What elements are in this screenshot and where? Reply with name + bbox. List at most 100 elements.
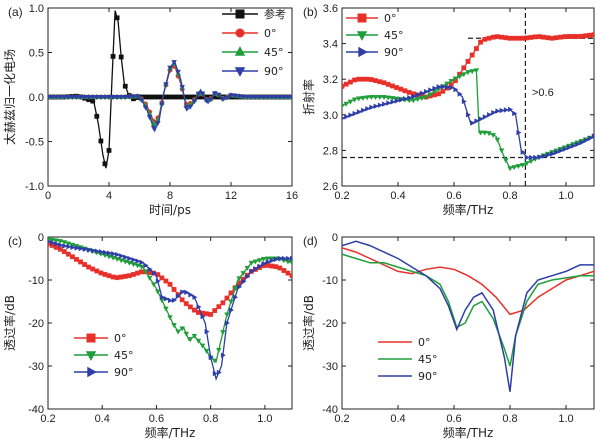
data-point <box>364 76 370 82</box>
data-point <box>110 274 116 280</box>
y-axis-label: 折射率 <box>301 79 316 115</box>
data-point <box>529 154 535 161</box>
data-point <box>81 95 88 101</box>
data-point <box>82 262 87 267</box>
x-tick-label: 0.2 <box>40 413 55 425</box>
data-point <box>179 326 185 332</box>
data-point <box>398 86 404 92</box>
series-45° <box>342 253 594 367</box>
series-0° <box>342 247 594 316</box>
data-point <box>490 133 496 139</box>
chart-panel-1: 2.6 2.8 3.0 3.2 3.4 3.6 0.2 0.4 0.6 0.8 1.0 (b) 频率/T… <box>301 3 595 217</box>
data-point <box>118 274 124 280</box>
data-point <box>428 87 434 93</box>
data-point <box>419 96 425 102</box>
data-point <box>61 240 68 246</box>
data-point <box>135 258 141 264</box>
data-point <box>155 121 161 127</box>
data-point <box>382 101 388 107</box>
data-point <box>487 112 493 118</box>
legend: 0° 45° 90° <box>378 336 438 383</box>
x-tick-label: 0.4 <box>390 413 405 425</box>
data-point <box>583 33 588 39</box>
data-point <box>237 284 243 290</box>
x-tick-label: 16 <box>286 190 298 202</box>
data-point <box>389 96 396 102</box>
x-axis-label: 时间/ps <box>149 203 191 217</box>
data-point <box>398 97 404 103</box>
data-point <box>364 95 370 101</box>
data-point <box>216 369 222 376</box>
data-point <box>187 94 193 100</box>
legend-marker <box>234 67 246 77</box>
data-point <box>187 104 194 110</box>
y-tick-label: -30 <box>322 361 338 373</box>
series-line-0° <box>342 34 594 98</box>
data-point <box>411 93 417 100</box>
data-point <box>273 264 279 270</box>
data-point <box>163 94 169 100</box>
data-point <box>453 86 459 93</box>
data-point <box>524 154 530 161</box>
data-point <box>461 98 467 105</box>
data-point <box>289 260 292 266</box>
x-axis-label: 频率/THz <box>443 425 494 440</box>
data-point <box>566 144 572 151</box>
legend-label: 参考 <box>264 7 286 21</box>
data-point <box>107 250 113 256</box>
data-point <box>343 101 349 107</box>
data-point <box>146 115 153 121</box>
legend-label: 45° <box>384 29 404 42</box>
x-tick-label: 0.8 <box>203 413 218 425</box>
data-point <box>347 99 354 105</box>
legend-label: 45° <box>418 353 438 366</box>
data-point <box>139 259 145 266</box>
data-point <box>130 94 137 100</box>
series-90° <box>48 239 292 381</box>
data-point <box>269 263 275 269</box>
data-point <box>134 94 141 100</box>
series-0° <box>342 32 594 100</box>
plot-frame <box>341 7 595 187</box>
x-tick-label: 0.4 <box>95 413 110 425</box>
data-point <box>562 34 567 40</box>
y-tick-label: -30 <box>28 361 44 373</box>
data-point <box>175 329 181 335</box>
x-tick-label: 0.2 <box>334 413 349 425</box>
x-tick-label: 0.4 <box>390 190 405 202</box>
x-tick-label: 0 <box>45 190 51 202</box>
data-point <box>150 126 157 132</box>
data-point <box>574 34 580 39</box>
data-point <box>554 149 560 156</box>
data-point <box>228 299 234 305</box>
data-point <box>352 110 358 117</box>
data-point <box>147 266 153 273</box>
data-point <box>252 95 259 101</box>
data-point <box>57 246 63 252</box>
data-point <box>403 96 409 102</box>
data-point <box>369 77 374 82</box>
data-point <box>436 84 442 90</box>
data-point <box>151 94 157 100</box>
data-point <box>48 239 52 243</box>
data-point <box>168 297 174 304</box>
legend-marker <box>86 333 96 343</box>
data-point <box>199 343 206 349</box>
data-point <box>232 93 238 99</box>
data-point <box>256 258 263 264</box>
data-point <box>115 251 121 258</box>
data-point <box>486 131 492 137</box>
data-point <box>406 89 412 95</box>
data-point <box>191 333 198 339</box>
data-point <box>285 95 291 101</box>
data-point <box>520 149 526 155</box>
data-point <box>424 88 430 95</box>
data-point <box>114 15 120 21</box>
data-point <box>167 281 173 287</box>
data-point <box>414 97 421 103</box>
data-point <box>289 95 292 101</box>
data-point <box>118 54 124 60</box>
data-point <box>212 308 218 313</box>
data-point <box>175 69 181 75</box>
data-point <box>220 97 226 103</box>
